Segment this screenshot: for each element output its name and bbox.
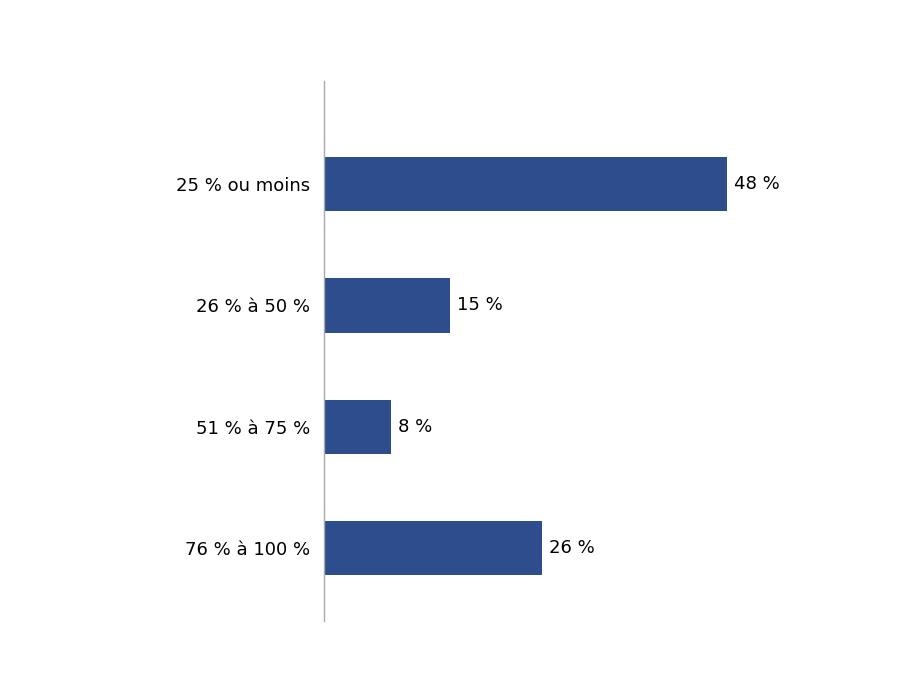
Bar [324,157,727,211]
Bar [324,400,392,454]
Bar [324,278,450,333]
Text: 8 %: 8 % [398,418,432,436]
Text: 15 %: 15 % [456,296,502,315]
Bar [324,521,543,576]
Text: 48 %: 48 % [734,175,779,193]
Text: 26 %: 26 % [549,539,595,557]
